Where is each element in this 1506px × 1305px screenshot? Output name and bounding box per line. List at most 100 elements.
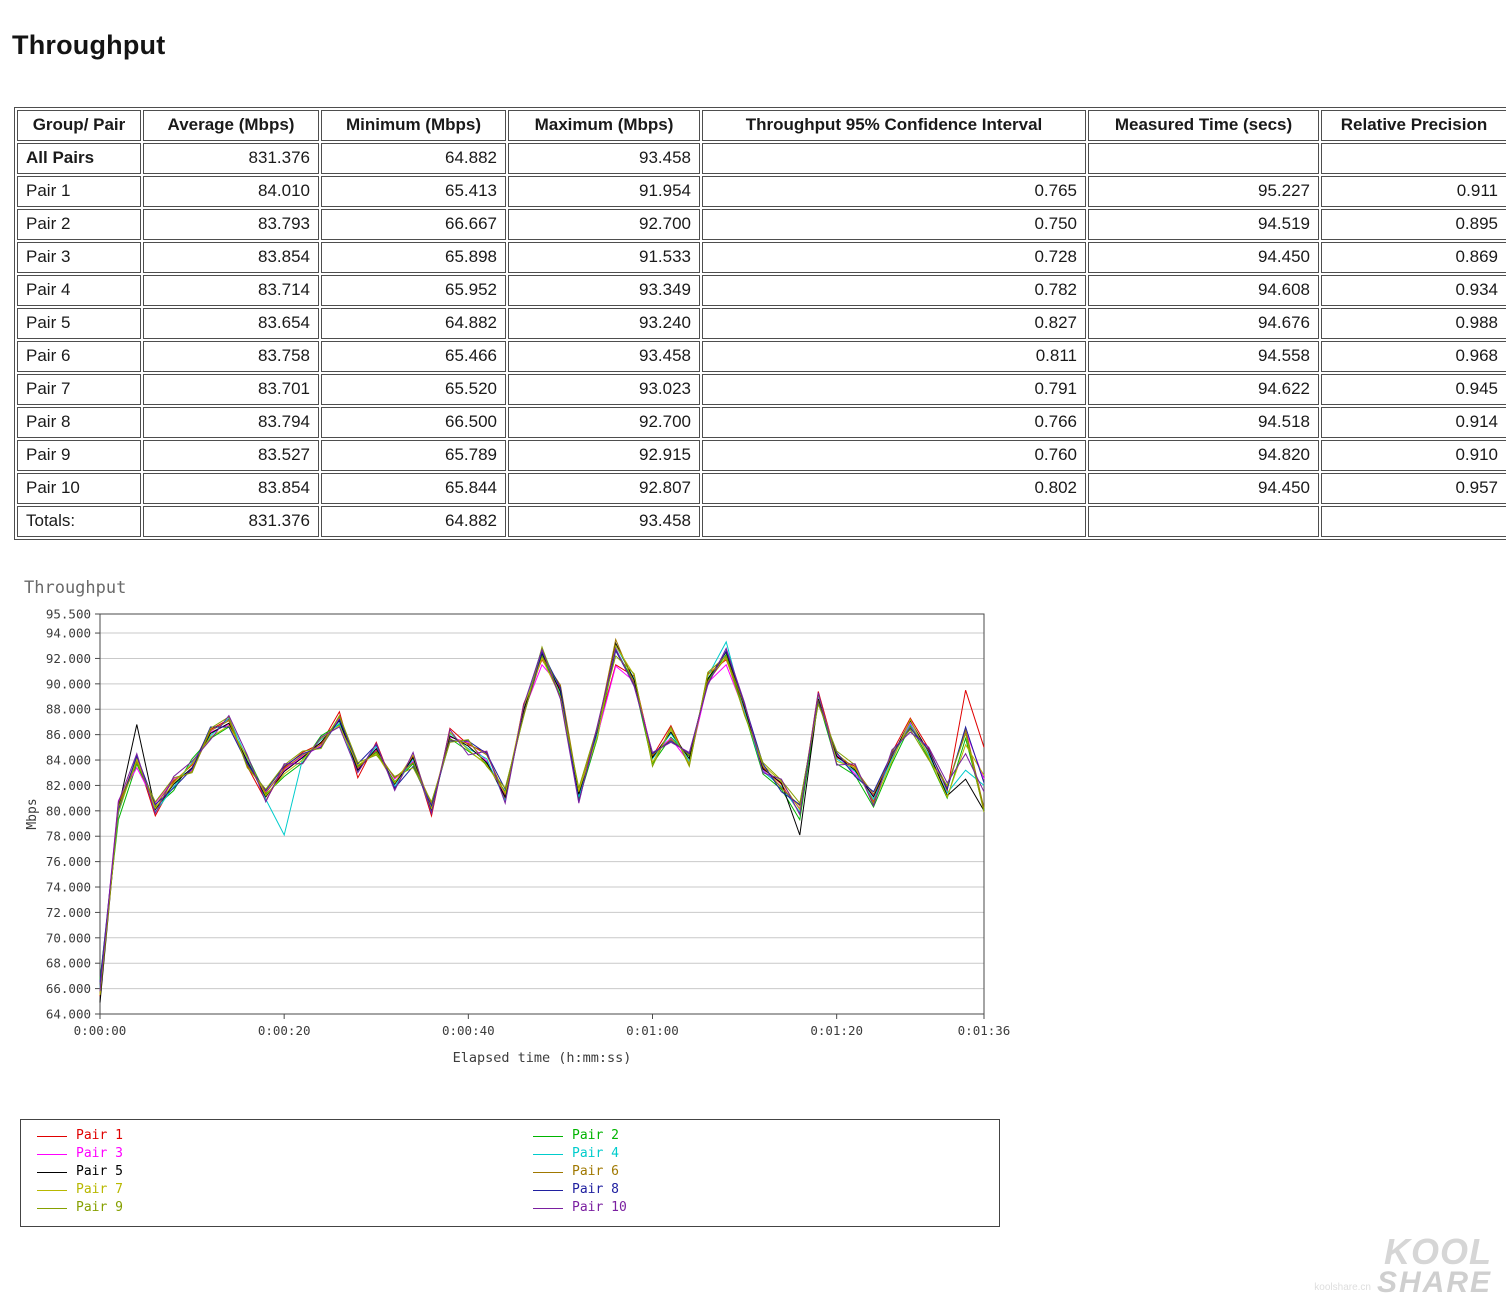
row-value: 91.533	[508, 242, 700, 273]
table-row: Pair 5 83.654 64.882 93.240 0.827 94.676 0.988	[17, 308, 1506, 339]
row-value: 93.349	[508, 275, 700, 306]
table-row: All Pairs 831.376 64.882 93.458	[17, 143, 1506, 174]
row-value: 64.882	[321, 308, 506, 339]
legend-entry-pair-3: Pair 3	[37, 1146, 533, 1162]
row-value: 94.676	[1088, 308, 1319, 339]
row-value: 65.520	[321, 374, 506, 405]
series-line-pair-8	[99, 649, 985, 983]
x-tick-label: 0:01:20	[810, 1023, 863, 1038]
row-value: 0.895	[1321, 209, 1506, 240]
throughput-chart-svg: 64.000 66.000 68.000 70.000 72.000 74.000 76.0…	[25, 607, 1010, 1067]
row-value: 65.844	[321, 473, 506, 504]
table-row: Totals: 831.376 64.882 93.458	[17, 506, 1506, 537]
table-row: Pair 2 83.793 66.667 92.700 0.750 94.519 0.895	[17, 209, 1506, 240]
row-value: 95.227	[1088, 176, 1319, 207]
y-tick-label: 68.000	[46, 956, 91, 971]
x-tick-label: 0:00:40	[442, 1023, 495, 1038]
throughput-table-body: All Pairs 831.376 64.882 93.458 Pair 1 84.010…	[17, 143, 1506, 537]
row-value: 66.500	[321, 407, 506, 438]
column-header-relative-precision: Relative Precision	[1321, 110, 1506, 141]
row-value: 0.802	[702, 473, 1086, 504]
row-value: 66.667	[321, 209, 506, 240]
row-value: 83.654	[143, 308, 319, 339]
watermark-kool-text: KOOL	[1384, 1231, 1492, 1272]
series-line-pair-10	[99, 646, 985, 992]
column-header-average: Average (Mbps)	[143, 110, 319, 141]
row-value: 83.854	[143, 242, 319, 273]
plot-border	[99, 613, 985, 1015]
row-value: 83.794	[143, 407, 319, 438]
series-line-pair-4	[99, 640, 985, 989]
y-tick-label: 88.000	[46, 702, 91, 717]
y-tick-label: 70.000	[46, 930, 91, 945]
row-label: Pair 3	[17, 242, 141, 273]
row-value: 93.023	[508, 374, 700, 405]
row-value: 65.466	[321, 341, 506, 372]
legend-label: Pair 7	[76, 1182, 123, 1197]
legend-entry-pair-8: Pair 8	[533, 1182, 999, 1198]
row-value: 0.760	[702, 440, 1086, 471]
column-header-measured-time: Measured Time (secs)	[1088, 110, 1319, 141]
legend-label: Pair 9	[76, 1200, 123, 1215]
legend-entry-pair-5: Pair 5	[37, 1164, 533, 1180]
table-header-row: Group/ Pair Average (Mbps) Minimum (Mbps…	[17, 110, 1506, 141]
legend-line-sample	[533, 1135, 563, 1137]
y-tick-label: 92.000	[46, 651, 91, 666]
y-tick-label: 78.000	[46, 829, 91, 844]
row-value: 0.914	[1321, 407, 1506, 438]
row-value: 65.952	[321, 275, 506, 306]
row-value: 0.765	[702, 176, 1086, 207]
table-row: Pair 4 83.714 65.952 93.349 0.782 94.608 0.934	[17, 275, 1506, 306]
legend-entry-pair-2: Pair 2	[533, 1128, 999, 1144]
legend-line-sample	[37, 1171, 67, 1173]
legend-label: Pair 1	[76, 1128, 123, 1143]
row-label: Pair 4	[17, 275, 141, 306]
row-label: Pair 6	[17, 341, 141, 372]
watermark-site-text: koolshare.cn	[1314, 1282, 1371, 1293]
row-value: 94.608	[1088, 275, 1319, 306]
x-tick-label: 0:01:00	[626, 1023, 679, 1038]
y-tick-label: 84.000	[46, 753, 91, 768]
table-row: Pair 6 83.758 65.466 93.458 0.811 94.558 0.968	[17, 341, 1506, 372]
row-value: 83.758	[143, 341, 319, 372]
legend-entry-pair-9: Pair 9	[37, 1200, 533, 1216]
row-value: 93.458	[508, 143, 700, 174]
row-value	[702, 143, 1086, 174]
row-value	[1321, 506, 1506, 537]
row-value: 0.911	[1321, 176, 1506, 207]
y-tick-label: 94.000	[46, 626, 91, 641]
row-value: 0.811	[702, 341, 1086, 372]
y-tick-label: 72.000	[46, 905, 91, 920]
row-value: 92.807	[508, 473, 700, 504]
y-tick-label: 74.000	[46, 880, 91, 895]
table-row: Pair 3 83.854 65.898 91.533 0.728 94.450 0.869	[17, 242, 1506, 273]
row-value: 94.518	[1088, 407, 1319, 438]
row-label: Pair 2	[17, 209, 141, 240]
y-tick-label: 90.000	[46, 676, 91, 691]
legend-entry-pair-10: Pair 10	[533, 1200, 999, 1216]
row-value: 94.519	[1088, 209, 1319, 240]
row-value: 0.910	[1321, 440, 1506, 471]
table-row: Pair 1 84.010 65.413 91.954 0.765 95.227 0.911	[17, 176, 1506, 207]
row-value: 92.915	[508, 440, 700, 471]
row-label: Totals:	[17, 506, 141, 537]
row-value: 93.458	[508, 341, 700, 372]
row-value: 83.854	[143, 473, 319, 504]
row-label: Pair 9	[17, 440, 141, 471]
table-row: Pair 8 83.794 66.500 92.700 0.766 94.518 0.914	[17, 407, 1506, 438]
legend-line-sample	[533, 1189, 563, 1191]
legend-label: Pair 4	[572, 1146, 619, 1161]
row-value	[1321, 143, 1506, 174]
y-tick-label: 64.000	[46, 1007, 91, 1022]
row-value: 83.793	[143, 209, 319, 240]
series-line-pair-6	[99, 637, 985, 996]
chart-legend: Pair 1 Pair 2 Pair 3 Pair 4 Pair 5 Pair 6 Pair…	[20, 1119, 1000, 1227]
row-value: 0.782	[702, 275, 1086, 306]
page-title: Throughput	[12, 30, 166, 60]
legend-label: Pair 2	[572, 1128, 619, 1143]
row-value: 0.750	[702, 209, 1086, 240]
row-value: 65.413	[321, 176, 506, 207]
legend-label: Pair 8	[572, 1182, 619, 1197]
y-tick-label: 86.000	[46, 727, 91, 742]
row-value: 93.458	[508, 506, 700, 537]
